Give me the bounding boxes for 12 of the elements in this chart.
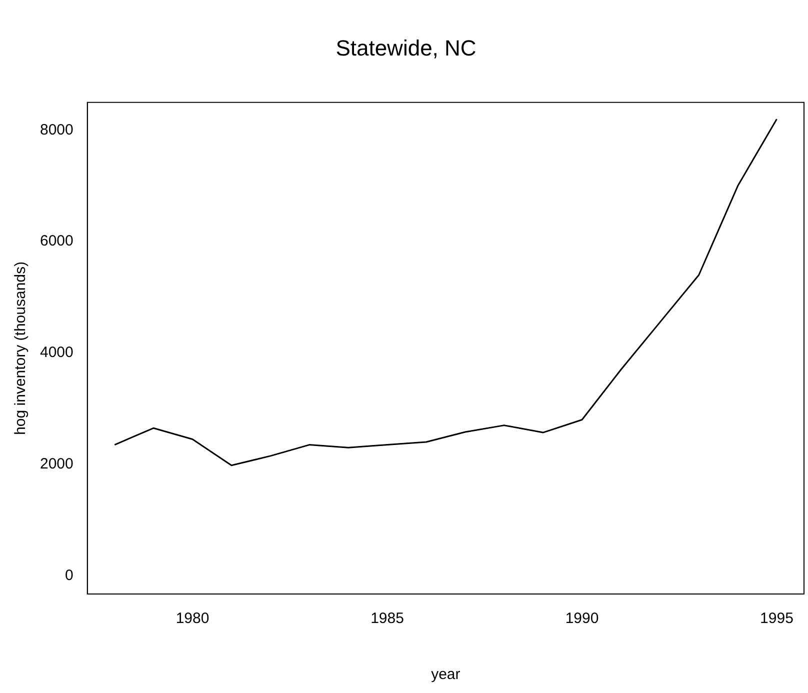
y-tick-label: 0 <box>65 566 74 584</box>
y-axis-title: hog inventory (thousands) <box>12 261 30 435</box>
x-tick-label: 1985 <box>370 610 404 628</box>
y-tick-label: 4000 <box>40 344 74 362</box>
x-tick-label: 1980 <box>176 610 210 628</box>
y-tick-label: 6000 <box>40 232 74 250</box>
x-axis-title: year <box>431 666 460 684</box>
y-tick-label: 2000 <box>40 455 74 472</box>
chart-title: Statewide, NC <box>336 35 476 60</box>
x-tick-label: 1990 <box>565 610 599 628</box>
x-tick-label: 1995 <box>760 610 794 628</box>
y-tick-label: 8000 <box>40 121 74 138</box>
